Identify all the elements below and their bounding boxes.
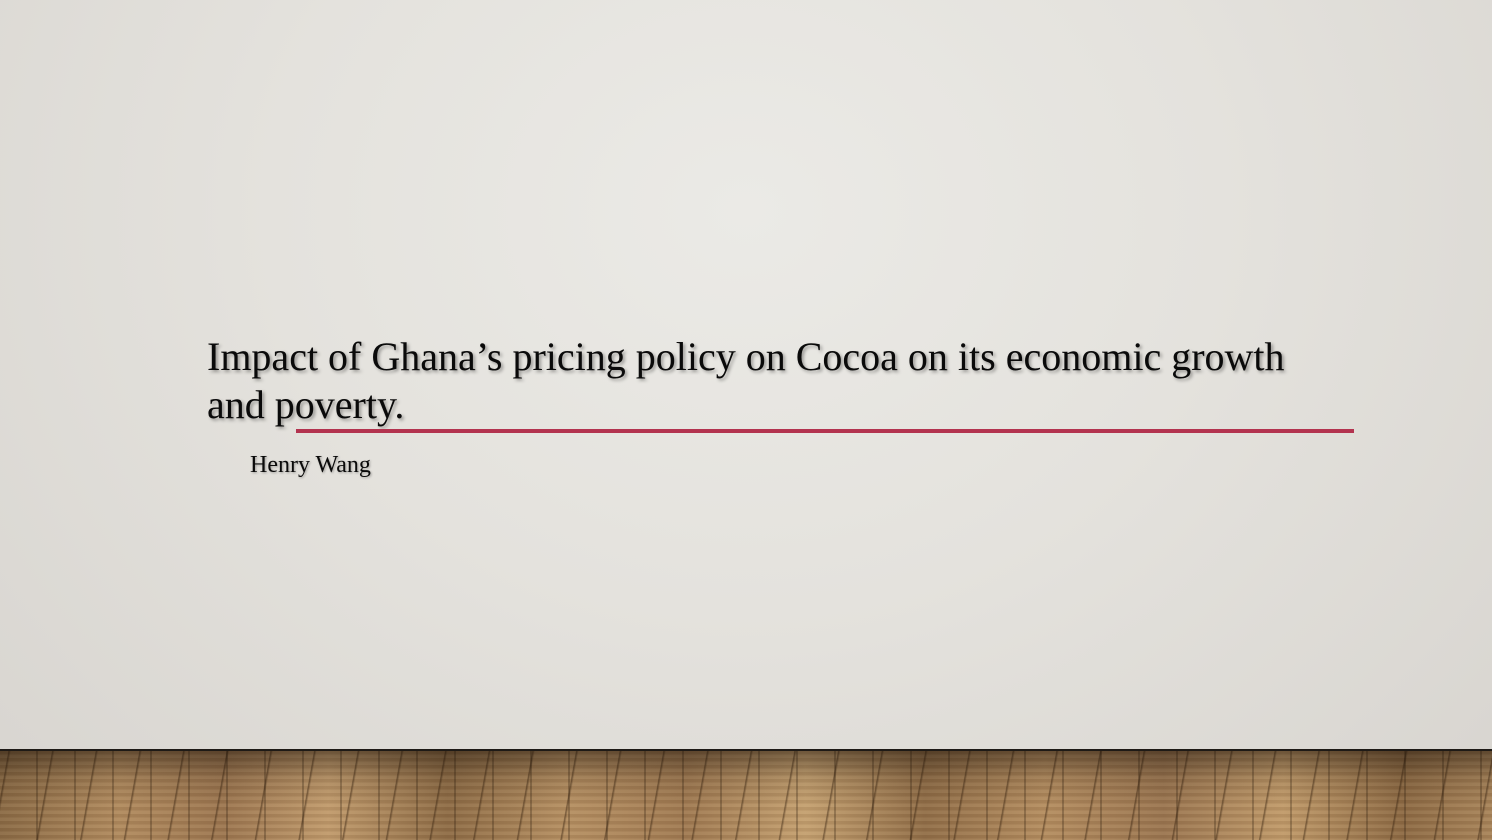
title-underline-accent [296, 429, 1354, 433]
wood-floor-background [0, 749, 1492, 840]
slide-title[interactable]: Impact of Ghana’s pricing policy on Coco… [207, 334, 1285, 427]
slide-subtitle[interactable]: Henry Wang [250, 452, 371, 478]
floor-shade [0, 751, 1492, 840]
floor-planks [0, 751, 1492, 840]
